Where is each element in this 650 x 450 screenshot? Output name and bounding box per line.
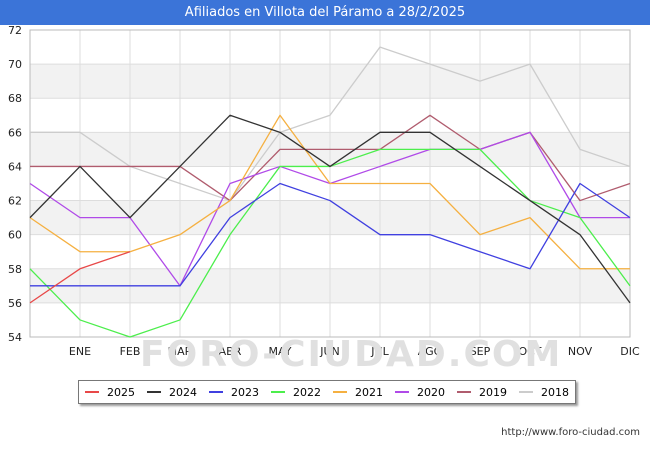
x-tick-label: MAY	[269, 345, 292, 358]
x-tick-label: DIC	[620, 345, 640, 358]
legend-label: 2025	[107, 385, 135, 399]
x-tick-label: ABR	[219, 345, 242, 358]
source-link[interactable]: http://www.foro-ciudad.com	[501, 427, 640, 438]
legend-item-2020: 2020	[395, 386, 445, 399]
legend-swatch	[147, 391, 161, 393]
legend-label: 2021	[355, 385, 383, 399]
legend-item-2019: 2019	[457, 386, 507, 399]
series-line-2023	[30, 182, 631, 287]
legend-label: 2019	[479, 385, 507, 399]
legend-item-2018: 2018	[519, 386, 569, 399]
legend-item-2021: 2021	[333, 386, 383, 399]
legend-label: 2023	[231, 385, 259, 399]
y-tick-label: 58	[8, 263, 22, 276]
chart-legend: 2025 2024 2023 2022 2021 2020 2019 2018	[78, 380, 576, 404]
y-tick-label: 68	[8, 92, 22, 105]
legend-item-2025: 2025	[85, 386, 135, 399]
watermark: FORO-CIUDAD.COM	[140, 334, 563, 375]
x-tick-label: JUL	[370, 345, 389, 358]
legend-swatch	[333, 391, 347, 393]
legend-item-2024: 2024	[147, 386, 197, 399]
y-tick-label: 56	[8, 297, 22, 310]
legend-swatch	[271, 391, 285, 393]
legend-item-2022: 2022	[271, 386, 321, 399]
legend-label: 2022	[293, 385, 321, 399]
x-tick-label: MAR	[168, 345, 193, 358]
x-tick-label: AGO	[418, 345, 443, 358]
y-tick-label: 66	[8, 126, 22, 139]
y-tick-label: 54	[8, 331, 22, 344]
legend-swatch	[519, 391, 533, 393]
legend-swatch	[209, 391, 223, 393]
x-tick-label: JUN	[319, 345, 340, 358]
legend-label: 2020	[417, 385, 445, 399]
y-tick-label: 64	[8, 160, 22, 173]
y-tick-label: 72	[8, 24, 22, 37]
legend-swatch	[457, 391, 471, 393]
legend-label: 2018	[541, 385, 569, 399]
y-tick-label: 60	[8, 229, 22, 242]
legend-swatch	[395, 391, 409, 393]
y-tick-label: 70	[8, 58, 22, 71]
y-tick-label: 62	[8, 195, 22, 208]
series-line-2025	[29, 251, 131, 304]
series-line-2024	[29, 114, 631, 304]
x-tick-label: ENE	[69, 345, 91, 358]
legend-swatch	[85, 391, 99, 393]
x-tick-label: FEB	[120, 345, 141, 358]
legend-item-2023: 2023	[209, 386, 259, 399]
chart-title: Afiliados en Villota del Páramo a 28/2/2…	[0, 0, 650, 25]
x-tick-label: NOV	[568, 345, 593, 358]
legend-label: 2024	[169, 385, 197, 399]
x-tick-label: OCT	[518, 345, 541, 358]
x-tick-label: SEP	[470, 345, 491, 358]
